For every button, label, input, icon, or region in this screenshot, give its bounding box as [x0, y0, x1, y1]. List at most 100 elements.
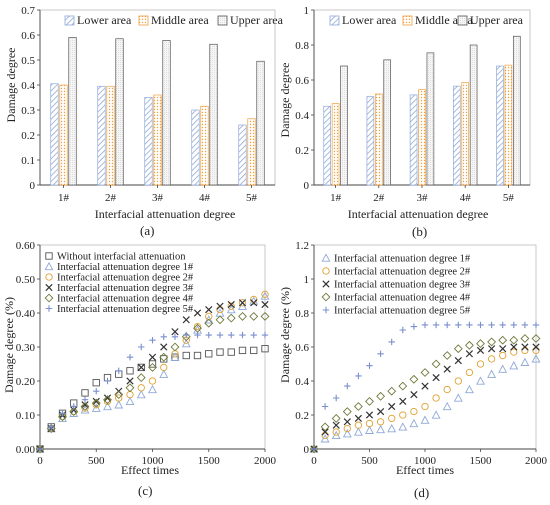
y-tick-label: 0.8 — [295, 40, 309, 52]
point-interfacial-attenuation-degree-3-1900 — [521, 343, 529, 351]
y-tick-label: 0.6 — [295, 342, 309, 354]
point-interfacial-attenuation-degree-1-1700 — [226, 304, 236, 314]
legend-label-lower-area: Lower area — [342, 13, 397, 27]
x-tick-label: 5# — [503, 192, 515, 204]
bar-lower-area-4 — [191, 109, 200, 186]
point-interfacial-attenuation-degree-4-1500 — [204, 318, 214, 328]
point-without-interfacial-attenuation-1500 — [205, 350, 213, 358]
bar-lower-area-2 — [97, 85, 106, 186]
point-interfacial-attenuation-degree-1-1500 — [204, 315, 214, 324]
x-tick-label: 2# — [105, 192, 117, 204]
series-interfacial-attenuation-degree-4 — [35, 311, 270, 454]
panel-d: Damage degree (%) Effect times (d) — [278, 287, 454, 500]
point-interfacial-attenuation-degree-2-1500 — [476, 360, 485, 368]
point-interfacial-attenuation-degree-4-1900 — [249, 311, 259, 321]
point-interfacial-attenuation-degree-4-1200 — [442, 351, 452, 360]
y-tick-label: 1.2 — [295, 240, 309, 252]
bar-middle-area-3 — [153, 94, 162, 186]
legend-label-interfacial-attenuation-degree-5: Interfacial attenuation degree 5# — [57, 304, 194, 315]
point-interfacial-attenuation-degree-5-600 — [104, 377, 111, 385]
x-tick-label: 1# — [58, 192, 70, 204]
panel-a-plot: 0 0.1 0.2 0.3 0.4 0.5 0.6 0.7 1# 2# 3# 4# 5# — [21, 5, 276, 204]
panel-d-legend: Interfacial attenuation degree 1# Interfa… — [321, 253, 471, 317]
point-interfacial-attenuation-degree-4-400 — [353, 402, 363, 411]
x-tick-label: 500 — [361, 455, 378, 467]
point-interfacial-attenuation-degree-5-0 — [310, 445, 318, 453]
point-interfacial-attenuation-degree-1-1900 — [520, 357, 530, 366]
point-interfacial-attenuation-degree-3-1700 — [499, 345, 507, 353]
point-interfacial-attenuation-degree-2-800 — [399, 411, 407, 419]
legend-marker-interfacial-attenuation-degree-2 — [322, 267, 330, 275]
point-interfacial-attenuation-degree-3-1200 — [443, 365, 451, 373]
x-tick-label: 4# — [199, 192, 211, 204]
bar-middle-area-4 — [461, 82, 470, 186]
point-interfacial-attenuation-degree-1-1500 — [476, 376, 485, 385]
point-interfacial-attenuation-degree-2-1300 — [454, 377, 462, 385]
panel-d-plot: 0 0.2 0.4 0.6 0.8 1 1.2 0 500 1000 1500 2000 — [295, 240, 547, 467]
point-interfacial-attenuation-degree-3-400 — [81, 401, 89, 409]
point-interfacial-attenuation-degree-1-1300 — [181, 338, 191, 348]
panel-b-legend: Lower area Middle area Upper area — [329, 13, 524, 27]
point-interfacial-attenuation-degree-3-1100 — [160, 343, 168, 351]
point-interfacial-attenuation-degree-1-1600 — [487, 369, 497, 378]
point-interfacial-attenuation-degree-2-600 — [376, 418, 385, 426]
point-interfacial-attenuation-degree-1-1000 — [420, 415, 430, 424]
point-interfacial-attenuation-degree-3-1500 — [476, 346, 485, 355]
point-interfacial-attenuation-degree-1-500 — [91, 403, 101, 412]
point-interfacial-attenuation-degree-5-1900 — [250, 331, 257, 339]
point-interfacial-attenuation-degree-1-900 — [409, 418, 419, 428]
legend-marker-interfacial-attenuation-degree-4 — [44, 293, 54, 303]
point-interfacial-attenuation-degree-2-1400 — [193, 322, 202, 331]
point-interfacial-attenuation-degree-5-2000 — [261, 331, 269, 339]
point-interfacial-attenuation-degree-5-300 — [70, 403, 77, 410]
point-interfacial-attenuation-degree-5-1400 — [466, 321, 473, 329]
legend-label-interfacial-attenuation-degree-4: Interfacial attenuation degree 4# — [334, 293, 471, 304]
panel-d-ylabel: Damage degree (%) — [278, 287, 292, 383]
legend-swatch-lower-area — [329, 15, 340, 26]
point-interfacial-attenuation-degree-3-1200 — [171, 328, 179, 336]
point-interfacial-attenuation-degree-5-2000 — [532, 321, 540, 329]
legend-marker-interfacial-attenuation-degree-4 — [321, 292, 331, 302]
bar-middle-area-2 — [374, 93, 383, 186]
point-interfacial-attenuation-degree-5-1800 — [510, 321, 517, 329]
point-interfacial-attenuation-degree-1-500 — [365, 425, 374, 434]
panel-c-label: (c) — [138, 483, 152, 498]
y-tick-label: 0.2 — [21, 130, 35, 142]
point-interfacial-attenuation-degree-4-700 — [114, 390, 124, 400]
point-without-interfacial-attenuation-500 — [92, 379, 100, 387]
point-interfacial-attenuation-degree-5-900 — [138, 343, 145, 351]
point-interfacial-attenuation-degree-5-1600 — [488, 321, 495, 329]
legend-marker-interfacial-attenuation-degree-1 — [321, 253, 331, 262]
point-interfacial-attenuation-degree-5-200 — [333, 394, 340, 402]
point-interfacial-attenuation-degree-3-300 — [343, 418, 351, 426]
point-interfacial-attenuation-degree-2-900 — [137, 384, 145, 392]
point-interfacial-attenuation-degree-5-1900 — [521, 321, 529, 329]
point-interfacial-attenuation-degree-5-1000 — [421, 321, 429, 329]
bar-middle-area-5 — [247, 118, 256, 186]
point-interfacial-attenuation-degree-1-2000 — [260, 291, 270, 300]
point-interfacial-attenuation-degree-3-200 — [332, 421, 340, 429]
point-interfacial-attenuation-degree-5-700 — [388, 338, 395, 346]
point-interfacial-attenuation-degree-3-500 — [92, 397, 100, 406]
point-interfacial-attenuation-degree-2-500 — [365, 419, 374, 428]
point-interfacial-attenuation-degree-5-1300 — [183, 331, 190, 339]
point-interfacial-attenuation-degree-4-200 — [58, 412, 67, 422]
legend-swatch-middle-area — [138, 15, 149, 26]
point-interfacial-attenuation-degree-4-2000 — [260, 311, 270, 321]
legend-marker-interfacial-attenuation-degree-3 — [322, 280, 330, 288]
point-interfacial-attenuation-degree-1-1400 — [464, 384, 474, 394]
legend-swatch-upper-area — [217, 15, 228, 26]
bar-lower-area-3 — [409, 94, 418, 186]
point-without-interfacial-attenuation-1900 — [250, 346, 258, 355]
legend-label-interfacial-attenuation-degree-3: Interfacial attenuation degree 3# — [57, 283, 194, 294]
point-interfacial-attenuation-degree-2-700 — [115, 394, 123, 402]
panel-b-ylabel: Damage degree — [278, 63, 292, 138]
x-tick-label: 0 — [311, 455, 317, 467]
point-interfacial-attenuation-degree-4-800 — [398, 381, 408, 391]
point-interfacial-attenuation-degree-3-1700 — [227, 300, 235, 309]
point-interfacial-attenuation-degree-4-2000 — [531, 334, 541, 343]
point-interfacial-attenuation-degree-4-1200 — [170, 342, 180, 352]
point-interfacial-attenuation-degree-2-1000 — [148, 377, 157, 385]
panel-c: Damage degree (%) Effect times (c) — [2, 297, 179, 498]
point-interfacial-attenuation-degree-2-1800 — [238, 299, 247, 307]
